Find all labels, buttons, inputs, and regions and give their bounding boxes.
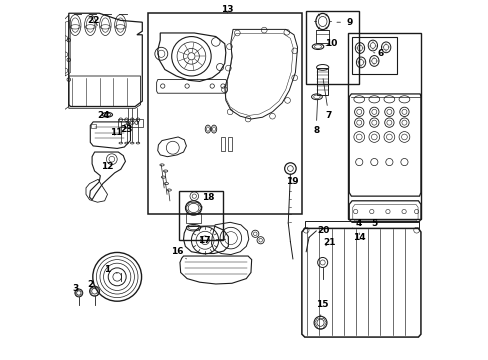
- Text: 4: 4: [351, 219, 361, 228]
- Text: 18: 18: [201, 193, 214, 208]
- Text: 3: 3: [72, 284, 78, 293]
- Text: 17: 17: [198, 236, 225, 245]
- Bar: [221, 137, 224, 150]
- Bar: [228, 137, 231, 150]
- Bar: [316, 68, 328, 95]
- Bar: [347, 33, 421, 220]
- Text: 2: 2: [87, 280, 93, 289]
- Text: 12: 12: [101, 162, 114, 171]
- Bar: [316, 31, 328, 43]
- Text: 13: 13: [221, 5, 233, 14]
- Text: 14: 14: [352, 233, 365, 242]
- Bar: [186, 213, 201, 224]
- Text: 24: 24: [97, 111, 109, 120]
- Text: 15: 15: [315, 300, 327, 317]
- Text: 11: 11: [110, 128, 122, 137]
- Text: 5: 5: [370, 219, 377, 228]
- Bar: [304, 221, 418, 228]
- Text: 22: 22: [87, 16, 100, 25]
- Bar: [351, 37, 396, 74]
- Bar: [148, 13, 301, 214]
- Text: 7: 7: [323, 79, 331, 120]
- Text: 21: 21: [323, 238, 335, 247]
- Text: 10: 10: [325, 39, 337, 48]
- Text: 1: 1: [104, 265, 117, 274]
- Text: 9: 9: [336, 18, 352, 27]
- Text: 16: 16: [170, 247, 186, 259]
- Text: 8: 8: [312, 100, 319, 135]
- Text: 19: 19: [285, 177, 298, 186]
- Bar: [118, 119, 143, 127]
- Bar: [305, 11, 359, 84]
- Text: 20: 20: [317, 226, 329, 235]
- Bar: [179, 191, 223, 240]
- Text: 6: 6: [373, 49, 383, 58]
- Text: 23: 23: [121, 125, 133, 134]
